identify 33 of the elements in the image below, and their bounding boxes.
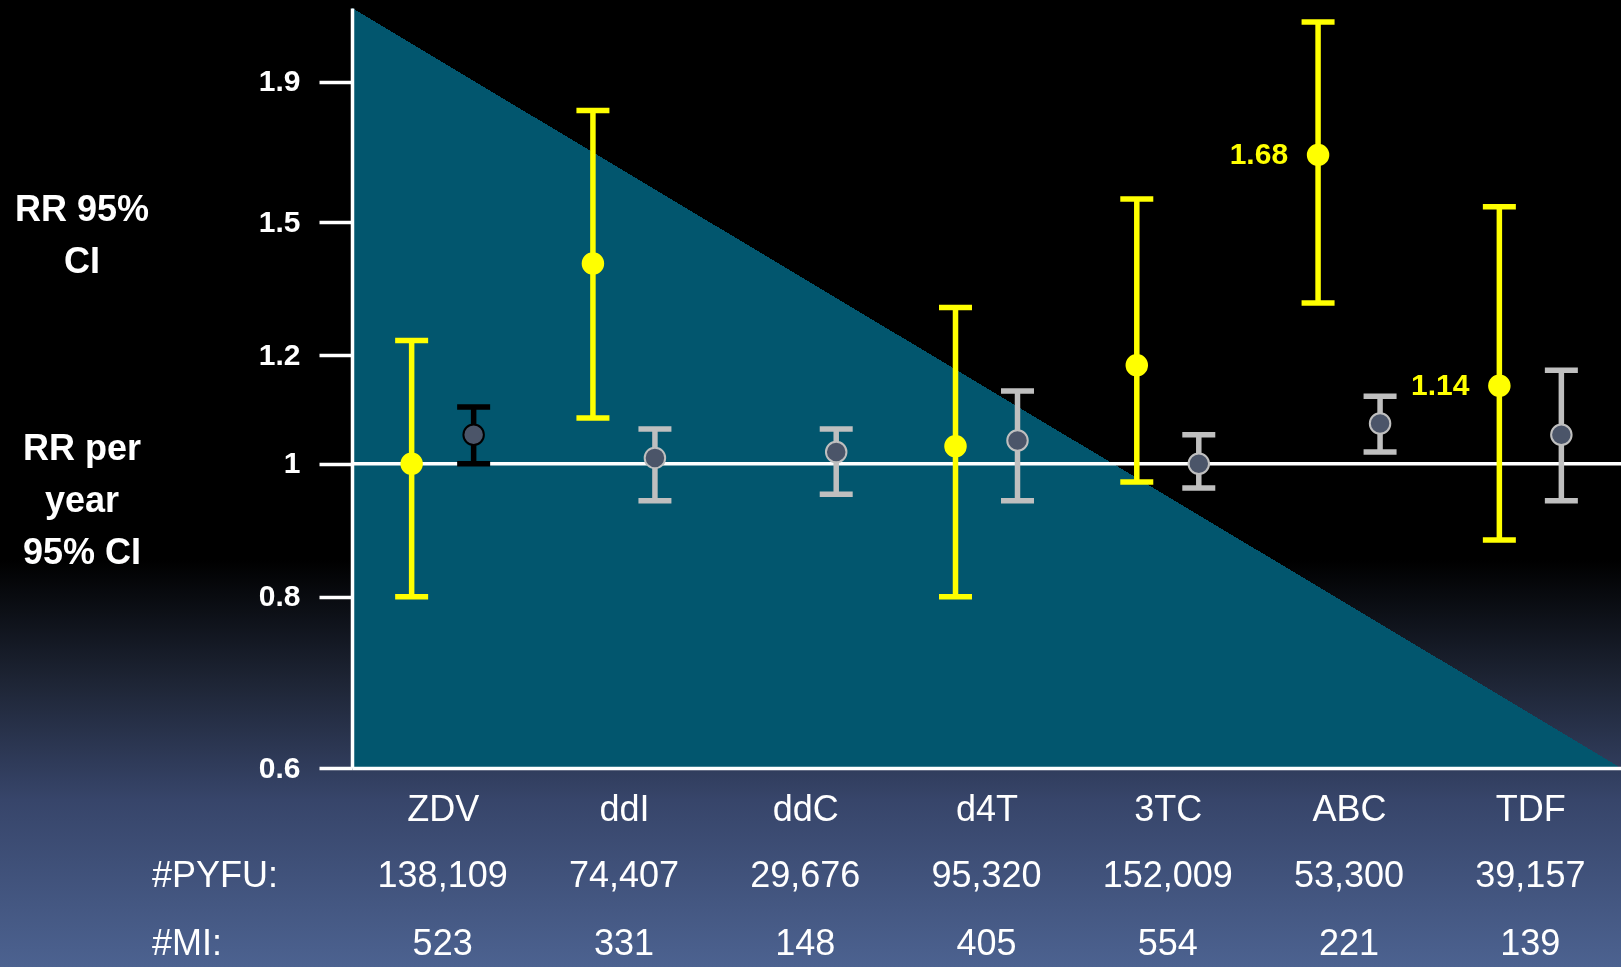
y-tick-label: 1.5	[258, 204, 301, 238]
text: 139	[1500, 922, 1561, 963]
data-label: 1.68	[1229, 136, 1289, 170]
text: 554	[1137, 922, 1198, 963]
text: #MI:	[152, 922, 223, 963]
y-tick-label: 1	[283, 446, 301, 480]
text: 148	[775, 922, 836, 963]
x-tick-label: d4T	[955, 787, 1019, 829]
x-tick-label: 3TC	[1134, 787, 1203, 829]
text: 331	[593, 922, 654, 963]
x-tick-label: ABC	[1312, 787, 1387, 829]
x-tick-label: ddI	[599, 787, 650, 829]
y-tick-label: 1.9	[258, 64, 301, 98]
text: RR 95% CI	[13, 187, 151, 283]
text: 405	[956, 922, 1017, 963]
text: 29,676	[750, 854, 861, 895]
text: 523	[412, 922, 473, 963]
text: 39,157	[1475, 854, 1586, 895]
y-tick-label: 1.2	[258, 337, 301, 371]
text: 53,300	[1294, 854, 1405, 895]
data-label: 1.14	[1410, 367, 1470, 401]
text: 221	[1319, 922, 1380, 963]
x-tick-label: ddC	[772, 787, 839, 829]
text: #PYFU:	[152, 854, 279, 895]
text: RR per year 95% CI	[21, 426, 143, 574]
text: 95,320	[931, 854, 1042, 895]
y-tick-label: 0.8	[258, 579, 301, 613]
text: 74,407	[568, 854, 679, 895]
text: 138,109	[377, 854, 508, 895]
x-tick-label: TDF	[1495, 787, 1566, 829]
y-tick-label: 0.6	[258, 750, 301, 784]
text: 152,009	[1102, 854, 1233, 895]
x-tick-label: ZDV	[407, 787, 480, 829]
